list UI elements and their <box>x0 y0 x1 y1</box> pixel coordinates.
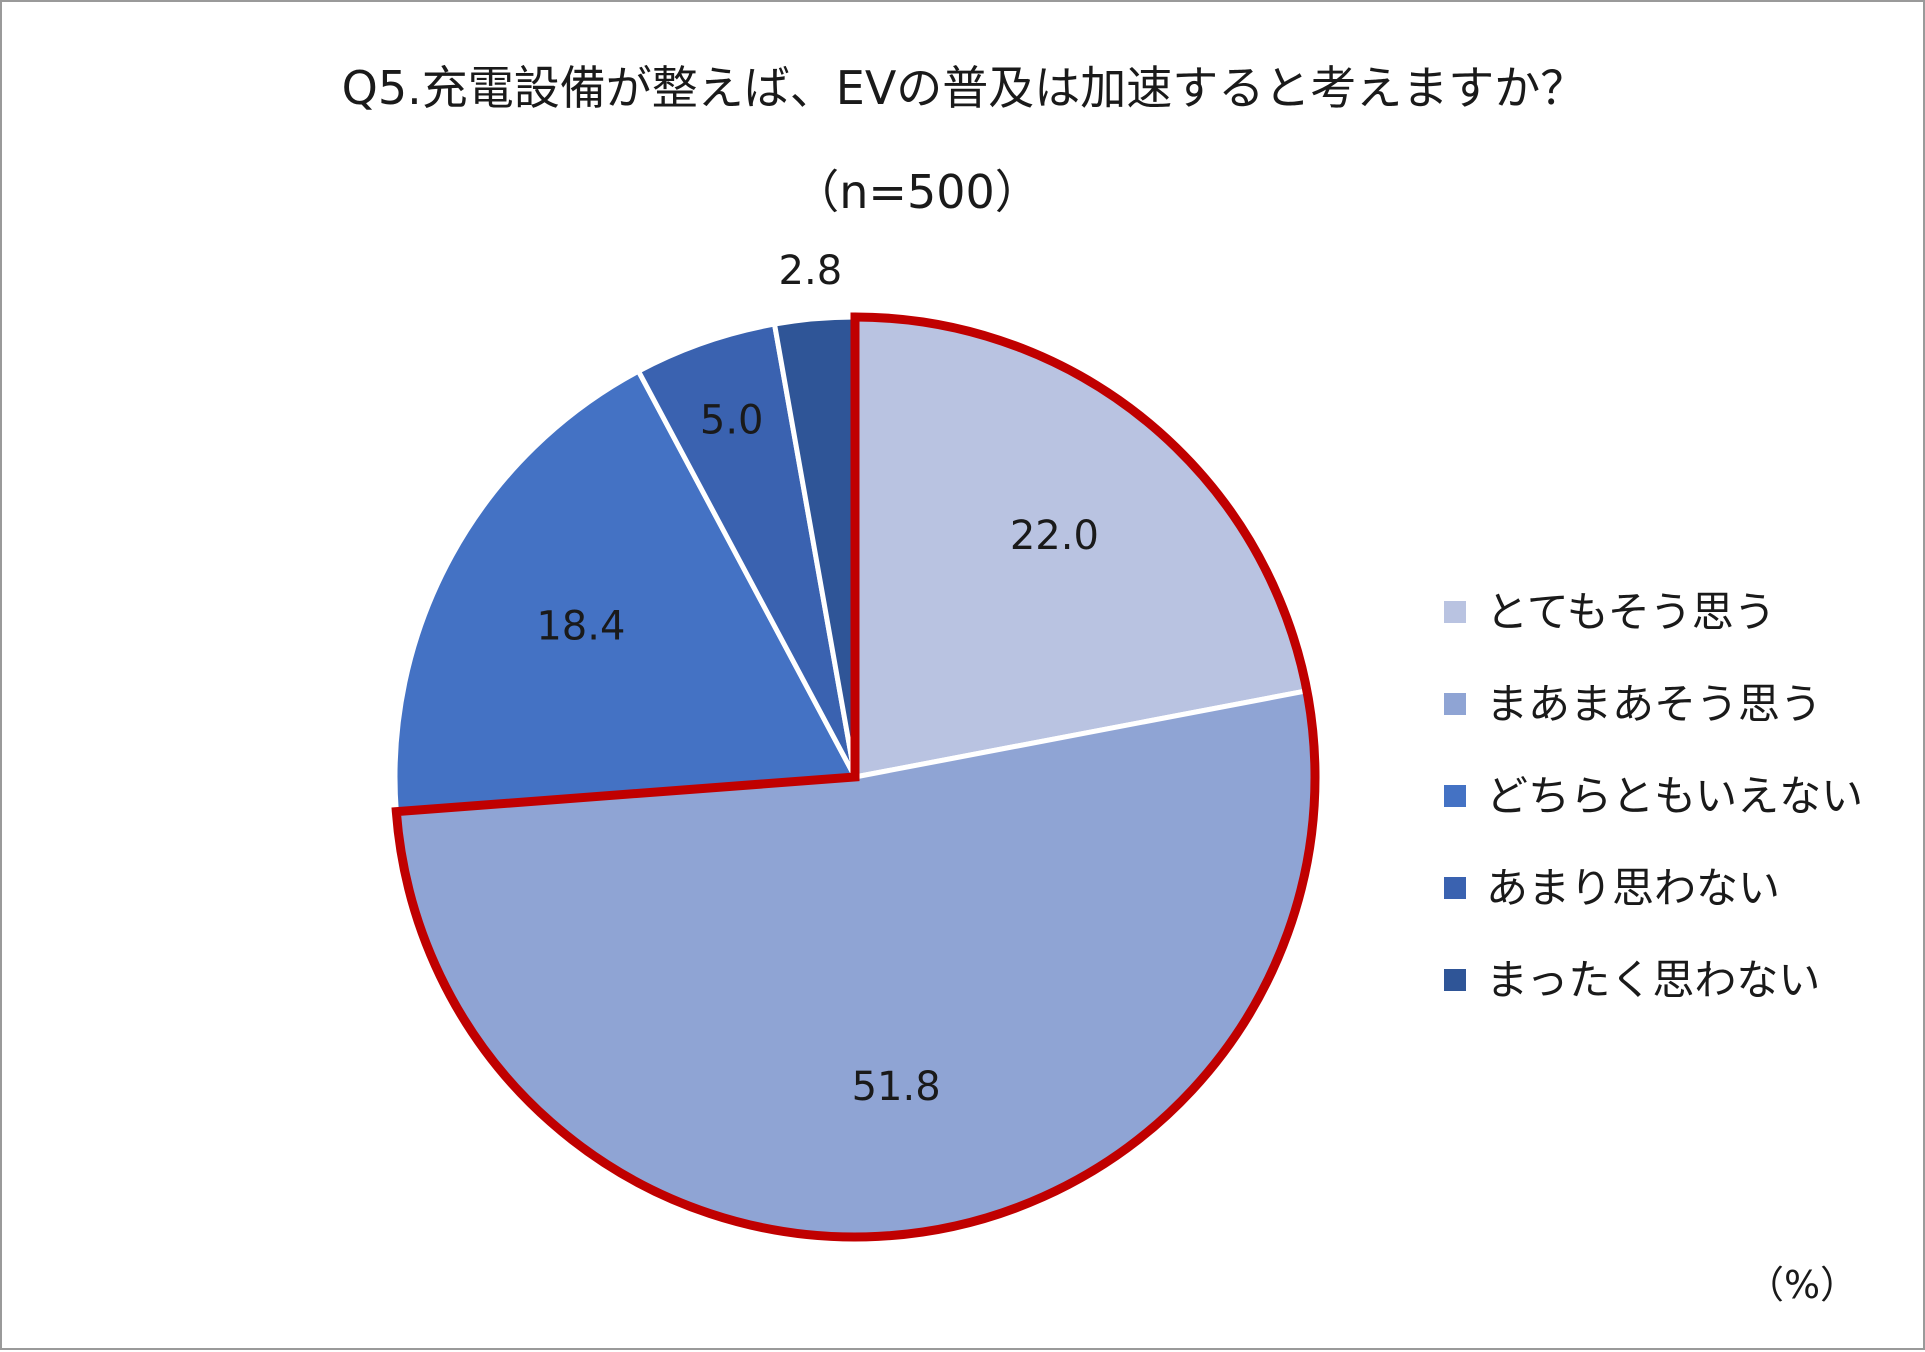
legend-label: とてもそう思う <box>1486 588 1776 637</box>
unit-label: （%） <box>1746 1263 1858 1307</box>
legend-label: まあまあそう思う <box>1486 680 1822 729</box>
legend-swatch <box>1444 969 1466 991</box>
pie-slices <box>392 314 1318 1240</box>
legend-label: どちらともいえない <box>1486 772 1863 821</box>
data-label: 18.4 <box>536 603 625 649</box>
legend-label: あまり思わない <box>1486 864 1780 913</box>
pie-slice-3 <box>392 368 858 815</box>
data-label: 5.0 <box>700 398 764 444</box>
data-label: 2.8 <box>779 248 843 294</box>
highlight-outline <box>391 312 1320 1242</box>
pie-slice-4 <box>635 321 858 780</box>
chart-subtitle: （n=500） <box>793 165 1041 219</box>
data-label: 22.0 <box>1010 513 1099 559</box>
highlight-group <box>391 312 1320 1242</box>
legend-swatch <box>1444 601 1466 623</box>
data-label: 51.8 <box>852 1064 941 1110</box>
legend-swatch <box>1444 877 1466 899</box>
legend-swatch <box>1444 785 1466 807</box>
chart-title: Q5.充電設備が整えば、EVの普及は加速すると考えますか？ <box>342 61 1587 115</box>
legend-swatch <box>1444 693 1466 715</box>
data-labels: 22.0 51.8 18.4 5.0 2.8 <box>536 248 1099 1110</box>
legend-label: まったく思わない <box>1486 956 1820 1005</box>
